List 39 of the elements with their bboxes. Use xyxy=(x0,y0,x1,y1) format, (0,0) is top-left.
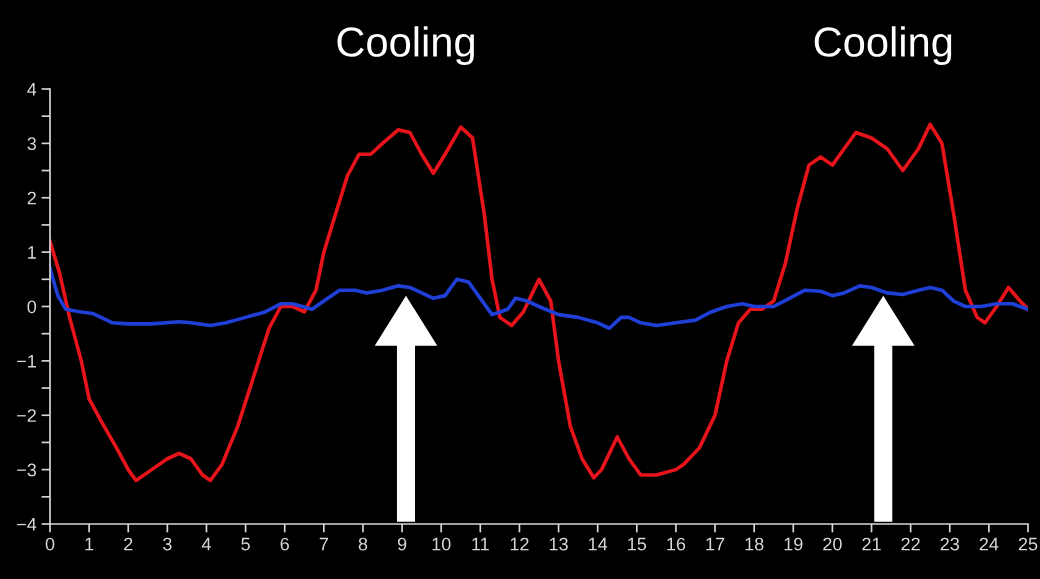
x-tick-label: 18 xyxy=(745,537,764,551)
x-tick-label: 6 xyxy=(280,537,289,551)
text: Cooling xyxy=(814,26,952,66)
x-tick-label: 0 xyxy=(45,537,55,551)
x-tick-label: 21 xyxy=(862,537,881,551)
x-tick-label: 16 xyxy=(667,537,686,551)
x-tick-label: 9 xyxy=(397,537,407,551)
x-tick-label: 7 xyxy=(319,537,328,551)
x-tick-label: 3 xyxy=(163,537,172,551)
x-tick-label: 2 xyxy=(124,537,133,551)
x-tick-label: 22 xyxy=(901,537,920,551)
x-tick-label: 20 xyxy=(823,537,842,551)
line-series xyxy=(50,266,1028,331)
x-tick-label: 8 xyxy=(358,537,368,551)
x-tick-label: 1 xyxy=(85,537,94,551)
x-tick-label: 10 xyxy=(432,537,451,551)
x-tick-label: 12 xyxy=(510,537,529,551)
x-tick-label: 25 xyxy=(1018,537,1038,551)
x-tick-label: 14 xyxy=(589,537,608,551)
y-tick-label: −2 xyxy=(17,409,36,422)
y-tick-label: 2 xyxy=(27,191,36,205)
y-tick-label: −3 xyxy=(17,463,37,477)
x-tick-label: 23 xyxy=(940,537,960,551)
y-tick-label: 3 xyxy=(27,137,37,151)
x-tick-label: 24 xyxy=(979,537,999,551)
x-tick-label: 4 xyxy=(201,537,211,551)
x-tick-label: 5 xyxy=(241,537,250,551)
y-tick-label: −1 xyxy=(17,355,36,368)
x-tick-label: 15 xyxy=(628,537,647,551)
y-tick-label: 1 xyxy=(28,246,36,259)
x-tick-label: 11 xyxy=(472,537,489,551)
x-tick-label: 19 xyxy=(784,537,803,551)
y-tick-label: −4 xyxy=(17,518,37,531)
y-tick-label: 4 xyxy=(27,83,37,96)
x-tick-label: 13 xyxy=(549,537,568,551)
text: Cooling xyxy=(337,26,474,66)
x-tick-label: 17 xyxy=(706,537,725,551)
y-tick-label: 0 xyxy=(27,300,37,314)
line-series xyxy=(50,122,1028,483)
